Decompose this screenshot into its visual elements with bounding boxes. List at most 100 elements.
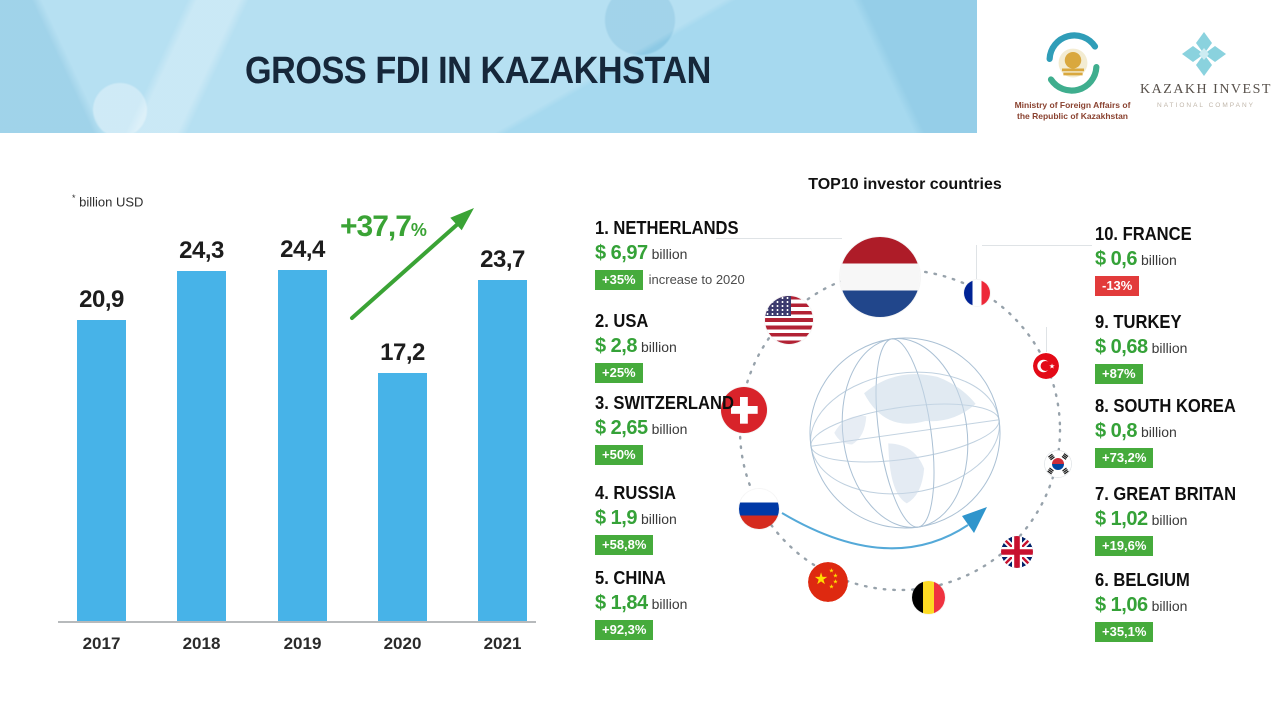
investor-amount: $ 6,97 [595,242,648,264]
usa-flag-icon [765,296,813,344]
investor-name: 8. SOUTH KOREA [1095,396,1236,416]
investor-change-badge: +58,8% [595,535,654,555]
investor-entry-south-korea: 8. SOUTH KOREA $ 0,8 billion +73,2% [1095,396,1270,468]
bar-chart: +37,7% 20,9 2017 24,3 2018 24,4 2019 17,2 2020 2… [58,190,578,653]
bar [77,320,126,621]
investor-unit: billion [651,246,688,262]
investor-unit: billion [640,339,677,355]
south-korea-flag-icon [1044,450,1072,478]
bar-year-label: 2021 [483,634,522,653]
investor-entry-china: 5. CHINA $ 1,84 billion +92,3% [595,568,770,640]
leader-line [716,238,842,239]
investor-amount: $ 1,06 [1095,594,1148,616]
investor-unit: billion [1151,598,1188,614]
bar-value-label: 20,9 [79,286,124,313]
investor-entry-netherlands: 1. NETHERLANDS $ 6,97 billion +35% increas… [595,218,770,290]
bar [278,270,327,621]
investor-note: increase to 2020 [648,272,745,287]
china-flag-icon: ★ ★ ★ ★ ★ [808,562,848,602]
investor-change-badge: +50% [595,445,643,465]
investor-entry-france: 10. FRANCE $ 0,6 billion -13% [1095,224,1270,296]
investor-amount: $ 1,84 [595,592,648,614]
investor-entry-usa: 2. USA $ 2,8 billion +25% [595,311,770,383]
investor-change-badge: +73,2% [1095,448,1154,468]
investor-unit: billion [1151,340,1188,356]
investor-entry-russia: 4. RUSSIA $ 1,9 billion +58,8% [595,483,770,555]
investor-change-badge: +92,3% [595,620,654,640]
bar-value-label: 23,7 [480,246,525,273]
russia-flag-icon [739,489,779,529]
header-band [0,0,977,133]
investor-amount: $ 0,68 [1095,336,1148,358]
swoosh-arrow-head [962,507,987,533]
svg-text:★: ★ [833,579,838,586]
growth-arrow-icon [350,208,474,320]
investor-change-badge: +35% [595,270,643,290]
turkey-flag-icon: ★ [1033,353,1059,379]
globe-icon [809,337,1001,529]
investor-name: 9. TURKEY [1095,312,1182,332]
investor-amount: $ 0,8 [1095,420,1137,442]
page-title: GROSS FDI IN KAZAKHSTAN [245,50,711,92]
investor-name: 10. FRANCE [1095,224,1192,244]
bar-value-label: 24,3 [179,237,224,264]
svg-text:★: ★ [833,573,838,580]
swoosh-arrow [781,512,969,550]
investor-name: 7. GREAT BRITAN [1095,484,1237,504]
growth-annotation: +37,7% [340,210,427,244]
growth-value: +37,7 [340,210,412,243]
bar-value-label: 24,4 [280,236,325,263]
svg-text:★: ★ [829,584,834,591]
svg-text:★: ★ [1049,363,1055,371]
investor-entry-great-britain: 7. GREAT BRITAN $ 1,02 billion +19,6% [1095,484,1270,556]
ministry-caption-line2: the Republic of Kazakhstan [1017,111,1128,122]
investor-change-badge: +19,6% [1095,536,1154,556]
investor-unit: billion [640,511,677,527]
investor-unit: billion [651,421,688,437]
investor-amount: $ 1,02 [1095,508,1148,530]
investor-change-badge: -13% [1095,276,1140,296]
unit-note-text: billion USD [79,194,144,210]
investor-unit: billion [651,596,688,612]
belgium-flag-icon [912,581,945,614]
svg-text:★: ★ [829,568,834,575]
investor-name: 4. RUSSIA [595,483,676,503]
ministry-caption-line1: Ministry of Foreign Affairs of [1014,100,1131,110]
investor-amount: $ 1,9 [595,507,637,529]
bar-year-label: 2020 [383,634,422,653]
svg-text:★: ★ [814,571,828,588]
investor-name: 5. CHINA [595,568,666,588]
investor-amount: $ 0,6 [1095,248,1137,270]
ministry-emblem-icon [1041,31,1105,95]
bar-year-label: 2017 [82,634,121,653]
investor-name: 1. NETHERLANDS [595,218,739,238]
ministry-caption: Ministry of Foreign Affairs of the Repub… [990,100,1155,122]
leader-line [982,245,1092,246]
investor-amount: $ 2,65 [595,417,648,439]
investor-name: 3. SWITZERLAND [595,393,734,413]
investor-entry-belgium: 6. BELGIUM $ 1,06 billion +35,1% [1095,570,1270,642]
investor-change-badge: +87% [1095,364,1143,384]
investor-change-badge: +25% [595,363,643,383]
bar [177,271,226,621]
bar-value-label: 17,2 [380,339,425,366]
netherlands-flag-icon [840,237,920,317]
unit-note-mark: * [72,193,76,203]
investor-name: 2. USA [595,311,649,331]
investor-unit: billion [1140,424,1177,440]
switzerland-flag-icon [721,387,767,433]
kazakh-invest-wordmark: KAZAKH INVEST [1140,82,1272,97]
france-flag-icon [964,280,990,306]
investor-entry-switzerland: 3. SWITZERLAND $ 2,65 billion +50% [595,393,770,465]
great-britain-flag-icon [1001,536,1033,568]
investor-entry-turkey: 9. TURKEY $ 0,68 billion +87% [1095,312,1270,384]
usa-flag-canton [765,296,792,317]
bar [378,373,427,621]
investor-unit: billion [1151,512,1188,528]
bar-year-label: 2018 [182,634,221,653]
top10-heading: TOP10 investor countries [808,176,1002,193]
investor-unit: billion [1140,252,1177,268]
leader-line [1046,327,1047,352]
chart-baseline [58,621,536,623]
bar [478,280,527,621]
